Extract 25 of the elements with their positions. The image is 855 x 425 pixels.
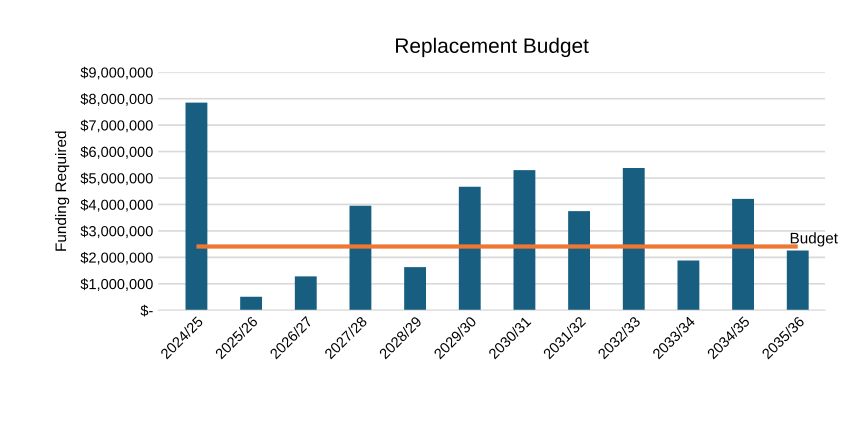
bar: [458, 186, 481, 310]
y-axis-title: Funding Required: [54, 132, 70, 251]
bar: [786, 250, 809, 310]
bar: [404, 267, 426, 310]
y-tick-label: $7,000,000: [80, 120, 153, 132]
bar: [186, 102, 208, 310]
y-tick-label: $1,000,000: [80, 278, 153, 291]
series-label: Budget: [790, 232, 838, 247]
y-tick-label: $3,000,000: [80, 225, 153, 238]
y-tick-label: $2,000,000: [80, 252, 153, 265]
y-tick-label: $9,000,000: [80, 66, 153, 80]
bar: [568, 211, 590, 310]
bar: [513, 170, 536, 310]
bar: [240, 296, 262, 310]
y-tick-label: $4,000,000: [80, 198, 153, 212]
y-tick-label: $6,000,000: [80, 146, 153, 159]
y-tick-label: $5,000,000: [80, 172, 153, 186]
chart-title: Replacement Budget: [396, 38, 589, 58]
bar: [732, 198, 754, 310]
y-tick-label: $8,000,000: [80, 93, 153, 106]
bar: [622, 168, 645, 310]
y-tick-label: $-: [140, 304, 153, 317]
bar: [350, 206, 372, 310]
bar: [677, 260, 700, 310]
bar: [294, 276, 317, 310]
